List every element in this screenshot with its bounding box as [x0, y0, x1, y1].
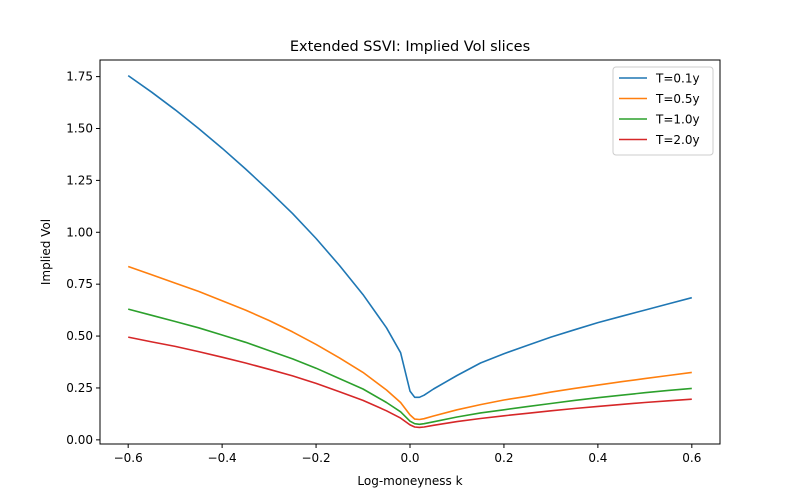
x-tick-label: −0.4 [208, 451, 237, 465]
series-line-0 [127, 74, 693, 399]
x-tick-label: 0.4 [588, 451, 607, 465]
series-line-3 [128, 336, 692, 429]
y-tick-label: 1.50 [66, 121, 93, 135]
chart-title: Extended SSVI: Implied Vol slices [290, 39, 530, 55]
y-tick-label: 0.00 [66, 433, 93, 447]
y-tick-label: 1.25 [66, 173, 93, 187]
y-tick-label: 1.75 [66, 70, 93, 84]
y-tick-label: 0.25 [66, 381, 93, 395]
y-axis: 0.00 0.25 0.50 0.75 1.00 1.25 1.50 1.75 [66, 70, 100, 447]
x-tick-label: 0.0 [400, 451, 419, 465]
legend: T=0.1y T=0.5y T=1.0y T=2.0y [612, 66, 714, 156]
x-tick-label: 0.2 [494, 451, 513, 465]
x-tick-label: 0.6 [682, 451, 701, 465]
x-axis-label: Log-moneyness k [357, 474, 462, 488]
series-line-1 [127, 265, 692, 421]
series-line-2 [127, 308, 692, 426]
legend-label: T=2.0y [655, 133, 700, 147]
x-axis: −0.6 −0.4 −0.2 0.0 0.2 0.4 0.6 [114, 444, 701, 465]
y-axis-label: Implied Vol [39, 219, 53, 285]
y-tick-label: 0.75 [66, 277, 93, 291]
legend-label: T=0.1y [655, 72, 700, 86]
legend-label: T=1.0y [655, 113, 700, 127]
x-tick-label: −0.6 [114, 451, 143, 465]
series-layer [127, 74, 693, 429]
y-tick-label: 0.50 [66, 329, 93, 343]
legend-box [612, 66, 714, 156]
x-tick-label: −0.2 [301, 451, 330, 465]
legend-label: T=0.5y [655, 92, 700, 106]
y-tick-label: 1.00 [66, 225, 93, 239]
